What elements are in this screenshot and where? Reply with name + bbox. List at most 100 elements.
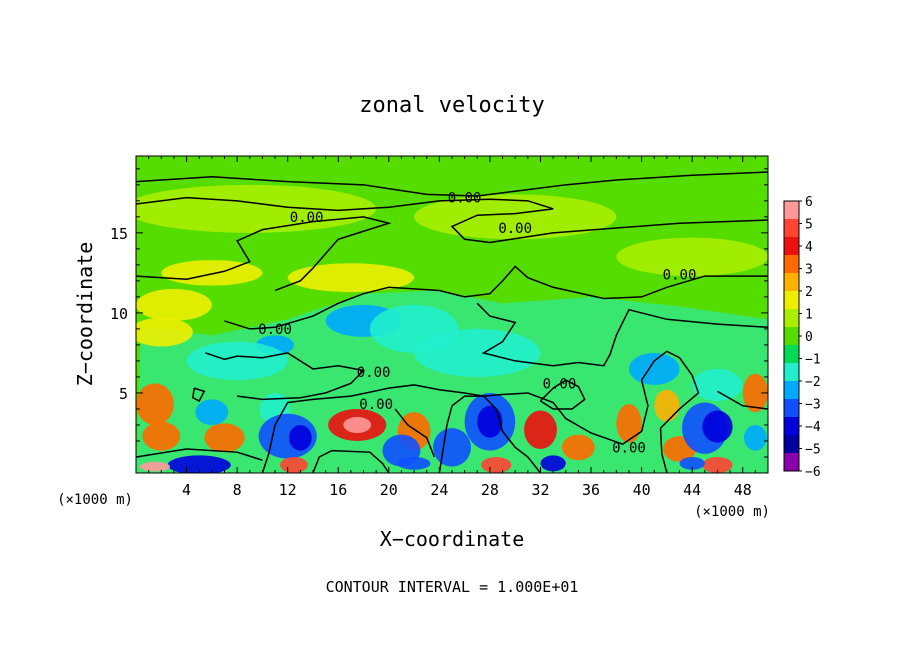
colorbar-swatch [784,273,799,292]
colorbar-swatch [784,201,799,220]
colorbar-tick-label: −6 [805,465,821,480]
colorbar-swatch [784,435,799,454]
field-cell [280,456,308,473]
field-cell [139,461,171,472]
colorbar-tick-label: 6 [805,195,813,210]
field-cell [433,428,471,467]
field-cell [524,410,557,449]
field-cell [343,416,372,433]
colorbar-swatch [784,363,799,382]
contour-label: 0.00 [290,210,324,226]
contour-interval-note: CONTOUR INTERVAL = 1.000E+01 [326,578,579,596]
field-cell [616,404,642,443]
x-tick-label: 36 [582,481,600,499]
colorbar-swatch [784,417,799,436]
zero-contour [717,390,768,410]
field-cell [616,237,768,277]
field-cell [136,317,193,347]
y-axis-label: Z−coordinate [73,242,97,387]
zero-contour [192,387,206,402]
x-tick-label: 20 [380,481,398,499]
field-cell [692,368,743,401]
field-cell [186,341,288,381]
colorbar-tick-label: −5 [805,443,821,458]
colorbar-swatch [784,345,799,364]
field-cell [136,288,212,321]
field-cell [414,194,617,240]
x-axis-label: X−coordinate [380,527,525,551]
y-tick-label: 10 [110,305,128,323]
plot-area [136,156,768,473]
zero-contour [205,352,366,401]
contour-label: 0.00 [663,267,697,283]
contour-label: 0.00 [357,365,391,381]
field-cell [142,421,181,451]
field-cell [288,424,312,451]
y-tick-label: 15 [110,225,128,243]
colorbar-tick-label: 1 [805,308,813,323]
x-unit-right: (×1000 m) [694,504,770,520]
field-cell [136,184,377,233]
zero-contour [261,350,700,473]
contour-label: 0.00 [258,322,292,338]
field-cell [742,373,768,413]
field-cell [540,455,566,472]
contour-label: 0.00 [543,376,577,392]
field-cell [654,389,680,422]
field-cell [743,424,767,451]
contour-label: 0.00 [612,440,646,456]
field-cell [161,260,263,286]
y-tick-label: 5 [119,385,128,403]
colorbar: 6 5 4 3 2 1 0 −1 −2 −3 −4 −5 −6 [783,195,821,480]
colorbar-swatch [784,399,799,418]
field-cell [481,456,512,473]
field-cell [204,423,245,453]
colorbar-swatch [784,237,799,256]
colorbar-swatch [784,291,799,310]
colorbar-tick-label: −2 [805,375,821,390]
x-tick-label: 44 [683,481,701,499]
y-axis: 5 10 15 [110,168,768,458]
field-cell [477,405,503,438]
colorbar-tick-label: 3 [805,263,813,278]
zero-contour [224,265,768,330]
field-cell [397,456,431,470]
zero-contour [136,171,768,197]
x-tick-label: 12 [279,481,297,499]
zero-contour [438,395,542,473]
contour-labels: 0.00 0.00 0.00 0.00 0.00 0.00 0.00 0.00 0.00 [258,191,696,457]
velocity-field [136,184,768,473]
colorbar-swatch [784,453,799,472]
field-cell [702,456,733,473]
x-unit-left: (×1000 m) [57,492,133,508]
colorbar-tick-label: 2 [805,285,813,300]
colorbar-swatch [784,219,799,238]
zero-contour [136,216,392,292]
colorbar-tick-label: 4 [805,240,813,255]
x-tick-label: 16 [329,481,347,499]
zero-contour [312,449,390,473]
field-cell [679,456,705,470]
colorbar-tick-label: −4 [805,420,821,435]
zero-contour [136,448,263,461]
zero-contour [394,408,436,458]
x-tick-label: 40 [633,481,651,499]
field-cell [136,383,174,425]
colorbar-tick-label: 0 [805,330,813,345]
contour-label: 0.00 [498,221,532,237]
x-axis: 4 8 12 16 20 24 28 32 36 40 44 48 [148,156,756,499]
zero-contours [136,171,768,473]
colorbar-swatch [784,309,799,328]
field-cell [414,328,541,377]
zero-contour [476,302,768,367]
colorbar-swatch [784,327,799,346]
zero-contour [539,379,586,410]
field-cell [702,410,733,443]
colorbar-tick-label: −3 [805,398,821,413]
colorbar-swatch [784,255,799,274]
x-tick-label: 4 [182,481,191,499]
contour-label: 0.00 [359,397,393,413]
x-tick-label: 28 [481,481,499,499]
colorbar-swatch [784,381,799,400]
